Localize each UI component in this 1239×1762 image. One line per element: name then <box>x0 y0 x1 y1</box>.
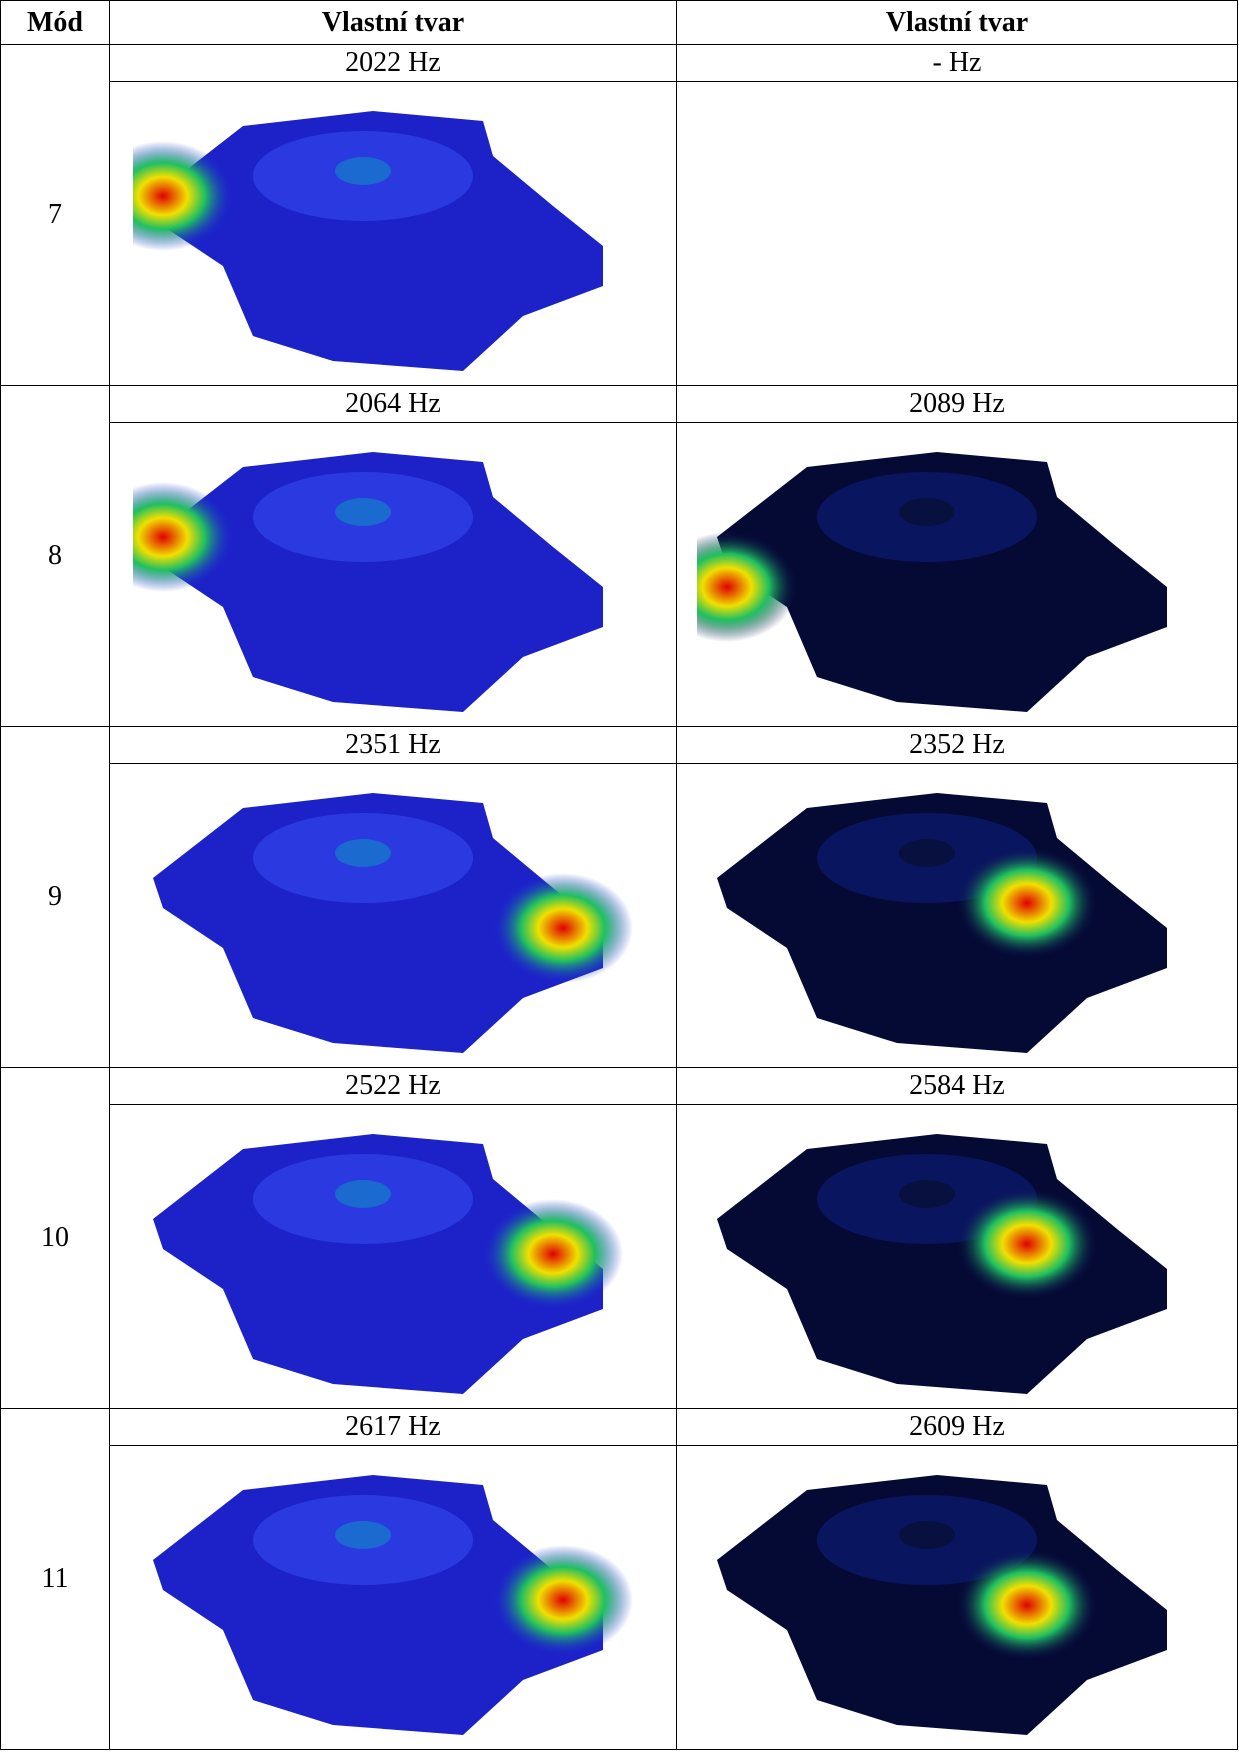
image-cell <box>677 764 1238 1068</box>
frequency-label: 2584 Hz <box>677 1068 1238 1105</box>
housing-hub <box>335 157 391 185</box>
mode-shape-image <box>697 427 1217 722</box>
image-cell <box>677 1105 1238 1409</box>
header-row: Mód Vlastní tvar Vlastní tvar <box>1 1 1238 45</box>
mode-shape-image <box>133 1450 653 1745</box>
image-cell <box>110 82 677 386</box>
mode-number: 11 <box>1 1409 110 1750</box>
hotspot <box>493 873 633 983</box>
mode-shape-image <box>697 1109 1217 1404</box>
frequency-label: 2089 Hz <box>677 386 1238 423</box>
mode-shape-image <box>133 86 653 381</box>
modes-table: Mód Vlastní tvar Vlastní tvar 72022 Hz- … <box>0 0 1238 1750</box>
mode-shape-image <box>133 1109 653 1404</box>
image-row <box>1 423 1238 727</box>
image-cell <box>677 82 1238 386</box>
mode-shape-image <box>697 1450 1217 1745</box>
mode-shape-image <box>133 427 653 722</box>
frequency-label: 2617 Hz <box>110 1409 677 1446</box>
image-row <box>1 82 1238 386</box>
housing-hub <box>899 1180 955 1208</box>
frequency-label: 2351 Hz <box>110 727 677 764</box>
housing-hub <box>335 1521 391 1549</box>
image-cell <box>677 1446 1238 1750</box>
header-cell: Vlastní tvar <box>677 1 1238 45</box>
housing-hub <box>899 839 955 867</box>
header-cell: Mód <box>1 1 110 45</box>
frequency-label: 2022 Hz <box>110 45 677 82</box>
housing-hub <box>335 839 391 867</box>
mode-shape-image <box>697 768 1217 1063</box>
image-row <box>1 1446 1238 1750</box>
frequency-label: 2352 Hz <box>677 727 1238 764</box>
hotspot <box>957 848 1097 958</box>
image-cell <box>110 423 677 727</box>
frequency-label: - Hz <box>677 45 1238 82</box>
image-cell <box>110 1446 677 1750</box>
hotspot <box>957 1189 1097 1299</box>
housing-hub <box>335 1180 391 1208</box>
image-cell <box>677 423 1238 727</box>
housing-hub <box>899 498 955 526</box>
image-cell <box>110 1105 677 1409</box>
header-cell: Vlastní tvar <box>110 1 677 45</box>
housing-hub <box>335 498 391 526</box>
image-row <box>1 764 1238 1068</box>
frequency-label: 2522 Hz <box>110 1068 677 1105</box>
mode-number: 9 <box>1 727 110 1068</box>
image-row <box>1 1105 1238 1409</box>
mode-number: 7 <box>1 45 110 386</box>
frequency-label: 2064 Hz <box>110 386 677 423</box>
hotspot <box>493 1545 633 1655</box>
housing-hub <box>899 1521 955 1549</box>
hotspot <box>957 1550 1097 1660</box>
frequency-label: 2609 Hz <box>677 1409 1238 1446</box>
page: Mód Vlastní tvar Vlastní tvar 72022 Hz- … <box>0 0 1239 1762</box>
mode-number: 10 <box>1 1068 110 1409</box>
mode-number: 8 <box>1 386 110 727</box>
hotspot <box>483 1199 623 1309</box>
mode-shape-image <box>133 768 653 1063</box>
image-cell <box>110 764 677 1068</box>
